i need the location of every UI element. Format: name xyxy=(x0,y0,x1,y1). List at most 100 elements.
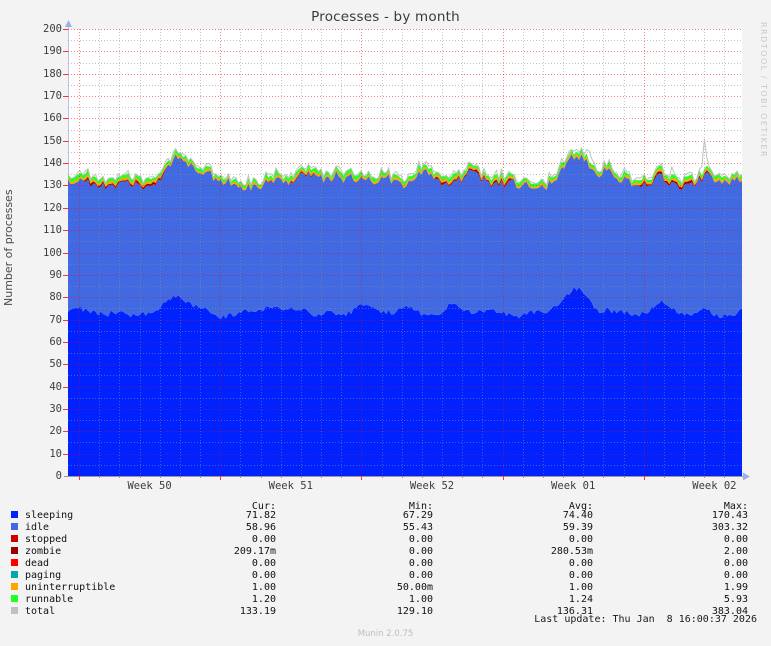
series-max: 170.43 xyxy=(711,510,748,521)
series-max: 5.93 xyxy=(723,594,748,605)
series-max: 0.00 xyxy=(723,570,748,581)
y-axis-tick-label: 140 xyxy=(43,157,62,170)
series-name: idle xyxy=(25,522,50,533)
y-axis-tick-label: 20 xyxy=(49,425,62,438)
legend-swatch-icon xyxy=(11,583,18,590)
series-max: 383.04 xyxy=(711,606,748,617)
series-max: 0.00 xyxy=(723,558,748,569)
legend-swatch-icon xyxy=(11,595,18,602)
series-max: 0.00 xyxy=(723,534,748,545)
last-update-timestamp: Last update: Thu Jan 8 16:00:37 2026 xyxy=(534,614,757,625)
series-avg: 0.00 xyxy=(568,534,593,545)
legend-row-runnable: runnable 1.20 1.00 1.24 5.93 xyxy=(0,594,771,605)
series-min: 0.00 xyxy=(408,534,433,545)
series-cur: 58.96 xyxy=(245,522,276,533)
y-axis-tick-label: 130 xyxy=(43,179,62,192)
series-cur: 1.00 xyxy=(251,582,276,593)
series-cur: 0.00 xyxy=(251,570,276,581)
x-axis-tick-label: Week 50 xyxy=(127,480,172,492)
rrdtool-watermark: RRDTOOL / TOBI OETIKER xyxy=(759,22,768,159)
y-axis-tick-label: 60 xyxy=(49,335,62,348)
y-axis-tick-label: 100 xyxy=(43,246,62,259)
series-cur: 133.19 xyxy=(239,606,276,617)
legend-row-zombie: zombie 209.17m 0.00 280.53m 2.00 xyxy=(0,546,771,557)
series-name: total xyxy=(25,606,56,617)
series-avg: 136.31 xyxy=(556,606,593,617)
legend-row-stopped: stopped 0.00 0.00 0.00 0.00 xyxy=(0,534,771,545)
series-min: 1.00 xyxy=(408,594,433,605)
series-avg: 0.00 xyxy=(568,570,593,581)
x-axis-tick-label: Week 51 xyxy=(268,480,313,492)
series-cur: 0.00 xyxy=(251,558,276,569)
series-avg: 59.39 xyxy=(562,522,593,533)
y-axis-tick-label: 190 xyxy=(43,45,62,58)
y-axis-tick-label: 180 xyxy=(43,67,62,80)
y-axis-tick-label: 30 xyxy=(49,402,62,415)
series-avg: 74.40 xyxy=(562,510,593,521)
y-axis-tick-label: 40 xyxy=(49,380,62,393)
series-name: dead xyxy=(25,558,50,569)
legend-swatch-icon xyxy=(11,523,18,530)
legend-row-total: total 133.19 129.10 136.31 383.04 xyxy=(0,606,771,617)
y-axis-tick-label: 0 xyxy=(55,470,62,482)
x-axis-tick-label: Week 01 xyxy=(551,480,596,492)
legend-row-sleeping: sleeping 71.82 67.29 74.40 170.43 xyxy=(0,510,771,521)
legend-swatch-icon xyxy=(11,547,18,554)
legend-row-paging: paging 0.00 0.00 0.00 0.00 xyxy=(0,570,771,581)
y-axis-tick-label: 50 xyxy=(49,358,62,371)
munin-version-label: Munin 2.0.75 xyxy=(357,629,414,639)
column-header-avg: Avg: xyxy=(568,501,593,512)
series-min: 50.00m xyxy=(396,582,433,593)
series-avg: 0.00 xyxy=(568,558,593,569)
series-min: 55.43 xyxy=(402,522,433,533)
series-name: stopped xyxy=(25,534,68,545)
y-axis-tick-label: 120 xyxy=(43,201,62,214)
legend-swatch-icon xyxy=(11,571,18,578)
y-axis-tick-label: 10 xyxy=(49,447,62,460)
y-axis-tick-label: 80 xyxy=(49,291,62,304)
series-min: 129.10 xyxy=(396,606,433,617)
series-avg: 280.53m xyxy=(550,546,593,557)
series-max: 1.99 xyxy=(723,582,748,593)
legend-header-row: Cur: Min: Avg: Max: xyxy=(0,501,771,512)
series-max: 303.32 xyxy=(711,522,748,533)
y-axis-tick-label: 70 xyxy=(49,313,62,326)
series-max: 2.00 xyxy=(723,546,748,557)
legend-swatch-icon xyxy=(11,559,18,566)
legend-row-uninterruptible: uninterruptible 1.00 50.00m 1.00 1.99 xyxy=(0,582,771,593)
y-axis-tick-label: 170 xyxy=(43,90,62,103)
legend-row-idle: idle 58.96 55.43 59.39 303.32 xyxy=(0,522,771,533)
column-header-cur: Cur: xyxy=(251,501,276,512)
series-name: paging xyxy=(25,570,62,581)
y-axis-tick-label: 160 xyxy=(43,112,62,125)
series-cur: 1.20 xyxy=(251,594,276,605)
series-cur: 209.17m xyxy=(233,546,276,557)
y-axis-tick-label: 200 xyxy=(43,23,62,35)
series-name: uninterruptible xyxy=(25,582,116,593)
y-axis-tick-label: 150 xyxy=(43,134,62,147)
series-name: zombie xyxy=(25,546,62,557)
series-cur: 0.00 xyxy=(251,534,276,545)
series-name: runnable xyxy=(25,594,74,605)
column-header-max: Max: xyxy=(723,501,748,512)
series-avg: 1.24 xyxy=(568,594,593,605)
series-cur: 71.82 xyxy=(245,510,276,521)
legend-swatch-icon xyxy=(11,535,18,542)
y-axis-tick-label: 110 xyxy=(43,224,62,237)
series-min: 0.00 xyxy=(408,570,433,581)
x-axis-tick-label: Week 02 xyxy=(692,480,737,492)
chart-title: Processes - by month xyxy=(311,9,460,25)
legend-row-dead: dead 0.00 0.00 0.00 0.00 xyxy=(0,558,771,569)
series-min: 67.29 xyxy=(402,510,433,521)
x-axis-tick-label: Week 52 xyxy=(409,480,455,492)
series-min: 0.00 xyxy=(408,546,433,557)
series-avg: 1.00 xyxy=(568,582,593,593)
y-axis-tick-label: 90 xyxy=(49,268,62,281)
series-name: sleeping xyxy=(25,510,74,521)
column-header-min: Min: xyxy=(408,501,433,512)
legend-swatch-icon xyxy=(11,511,18,518)
series-min: 0.00 xyxy=(408,558,433,569)
legend-swatch-icon xyxy=(11,607,18,614)
